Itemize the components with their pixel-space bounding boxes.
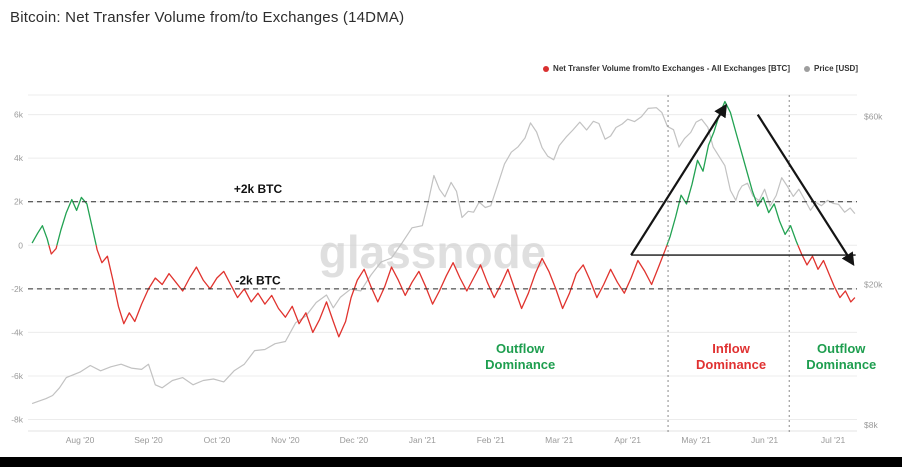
y-right-tick-label: $60k [864, 111, 883, 121]
phase-annotation: Inflow Dominance [696, 341, 766, 372]
legend-label-net-transfer: Net Transfer Volume from/to Exchanges - … [553, 64, 790, 73]
trend-arrow [630, 103, 727, 256]
x-tick-label: Apr '21 [614, 435, 641, 445]
y-left-tick-label: 4k [14, 153, 24, 163]
y-right-tick-label: $20k [864, 280, 883, 290]
net-transfer-series-line[interactable] [797, 245, 856, 303]
y-left-tick-label: 2k [14, 197, 24, 207]
y-left-tick-label: -4k [11, 327, 24, 337]
y-left-tick-label: 0 [18, 240, 23, 250]
phase-annotation: Outflow Dominance [806, 341, 876, 372]
x-tick-label: May '21 [681, 435, 711, 445]
footer-bar [0, 457, 902, 467]
net-transfer-series-line[interactable] [48, 245, 58, 255]
x-tick-label: Nov '20 [271, 435, 300, 445]
x-tick-label: Jul '21 [821, 435, 846, 445]
x-tick-label: Aug '20 [66, 435, 95, 445]
legend-dot-net-transfer-icon [543, 65, 550, 72]
legend-item-net-transfer[interactable]: Net Transfer Volume from/to Exchanges - … [543, 64, 790, 73]
x-tick-label: Dec '20 [340, 435, 369, 445]
x-tick-label: Jan '21 [409, 435, 436, 445]
x-tick-label: Mar '21 [545, 435, 573, 445]
net-transfer-series-line[interactable] [56, 196, 97, 246]
glassnode-watermark: glassnode [319, 226, 547, 278]
legend-label-price: Price [USD] [813, 64, 858, 73]
y-left-tick-label: -6k [11, 371, 24, 381]
net-transfer-series-line[interactable] [95, 245, 668, 338]
threshold-label: -2k BTC [235, 274, 281, 288]
legend-item-price[interactable]: Price [USD] [803, 64, 858, 73]
chart-legend: Net Transfer Volume from/to Exchanges - … [543, 64, 858, 73]
threshold-label: +2k BTC [234, 182, 283, 196]
net-transfer-series-line[interactable] [666, 100, 799, 246]
y-left-tick-label: -8k [11, 415, 24, 425]
chart-title: Bitcoin: Net Transfer Volume from/to Exc… [10, 9, 405, 26]
trend-arrow [756, 114, 855, 267]
x-tick-label: Feb '21 [477, 435, 505, 445]
legend-dot-price-icon [803, 65, 810, 72]
y-left-tick-label: 6k [14, 110, 24, 120]
price-series-line[interactable] [31, 107, 856, 405]
x-tick-label: Oct '20 [204, 435, 231, 445]
y-right-tick-label: $8k [864, 420, 878, 430]
x-tick-label: Jun '21 [751, 435, 778, 445]
y-left-tick-label: -2k [11, 284, 24, 294]
x-tick-label: Sep '20 [134, 435, 163, 445]
phase-annotation: Outflow Dominance [485, 341, 555, 372]
net-transfer-series-line[interactable] [31, 225, 50, 246]
